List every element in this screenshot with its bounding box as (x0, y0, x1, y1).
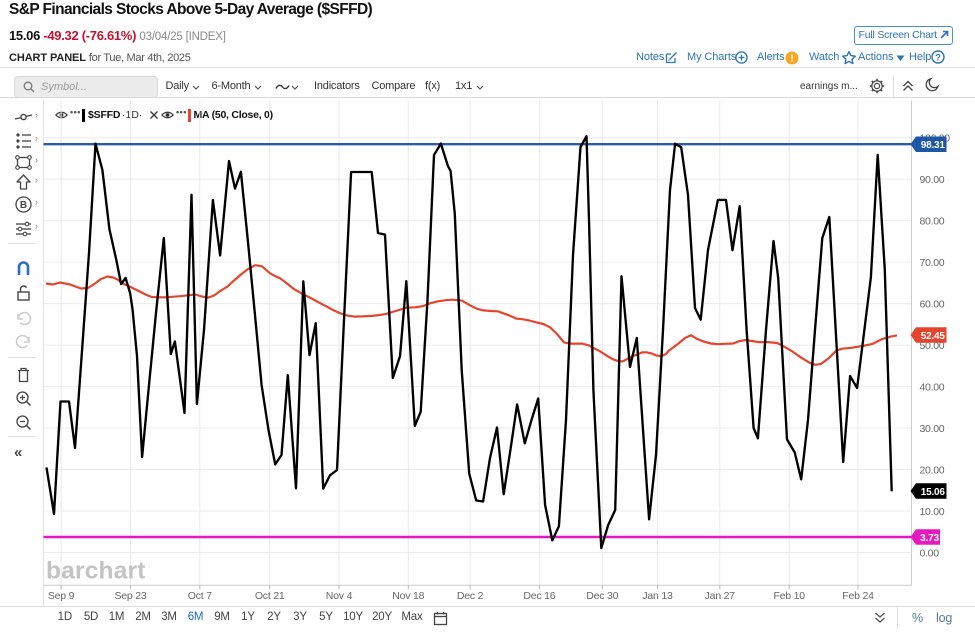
svg-text:Oct 7: Oct 7 (188, 590, 212, 602)
svg-text:Feb 24: Feb 24 (842, 590, 874, 602)
svg-text:3.73: 3.73 (920, 533, 939, 544)
svg-text:B: B (20, 200, 27, 211)
svg-text:30.00: 30.00 (920, 423, 945, 435)
svg-text:Sep 23: Sep 23 (114, 590, 146, 602)
svg-text:98.31: 98.31 (921, 140, 946, 151)
svg-text:0.00: 0.00 (920, 547, 940, 559)
svg-text:80.00: 80.00 (920, 215, 945, 227)
svg-text:Jan 13: Jan 13 (642, 590, 673, 602)
svg-text:50.00: 50.00 (920, 340, 945, 352)
svg-text:Nov 4: Nov 4 (326, 590, 353, 602)
svg-text:Nov 18: Nov 18 (392, 590, 424, 602)
svg-text:Sep 9: Sep 9 (48, 590, 75, 602)
svg-text:Feb 10: Feb 10 (773, 590, 805, 602)
svg-text:15.06: 15.06 (921, 487, 946, 498)
svg-text:Dec 30: Dec 30 (586, 590, 618, 602)
svg-text:70.00: 70.00 (920, 257, 945, 269)
svg-text:10.00: 10.00 (920, 506, 945, 518)
svg-text:barchart: barchart (46, 558, 146, 585)
svg-text:90.00: 90.00 (920, 174, 945, 186)
svg-text:20.00: 20.00 (920, 464, 945, 476)
svg-text:52.45: 52.45 (921, 331, 946, 342)
svg-text:?: ? (935, 53, 941, 64)
svg-text:40.00: 40.00 (920, 381, 945, 393)
svg-text:60.00: 60.00 (920, 298, 945, 310)
svg-text:Jan 27: Jan 27 (705, 590, 736, 602)
svg-text:Dec 2: Dec 2 (457, 590, 484, 602)
svg-text:!: ! (790, 54, 793, 65)
svg-text:Oct 21: Oct 21 (255, 590, 285, 602)
svg-text:Dec 16: Dec 16 (523, 590, 555, 602)
